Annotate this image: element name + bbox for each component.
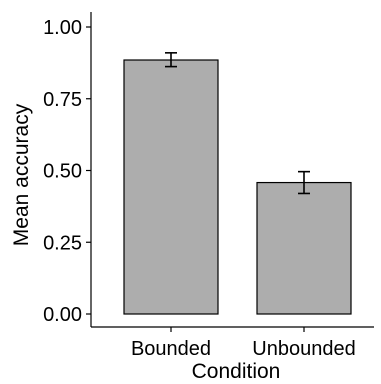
y-tick-label: 0.75 [43,89,82,111]
x-axis: Bounded Unbounded [91,326,374,360]
x-tick-label: Unbounded [252,338,355,360]
y-tick-label: 0.00 [43,304,82,326]
error-bars [165,52,310,195]
y-tick-label: 1.00 [43,17,82,39]
bar-unbounded [256,181,352,315]
bars [123,59,352,315]
x-tick-label: Bounded [131,338,211,360]
bar-bounded [123,59,219,315]
x-axis-title: Condition [192,360,281,383]
y-axis: 0.00 0.25 0.50 0.75 1.00 [43,12,92,327]
y-axis-title: Mean accuracy [10,103,33,246]
y-tick-label: 0.25 [43,232,82,254]
y-tick-label: 0.50 [43,161,82,183]
